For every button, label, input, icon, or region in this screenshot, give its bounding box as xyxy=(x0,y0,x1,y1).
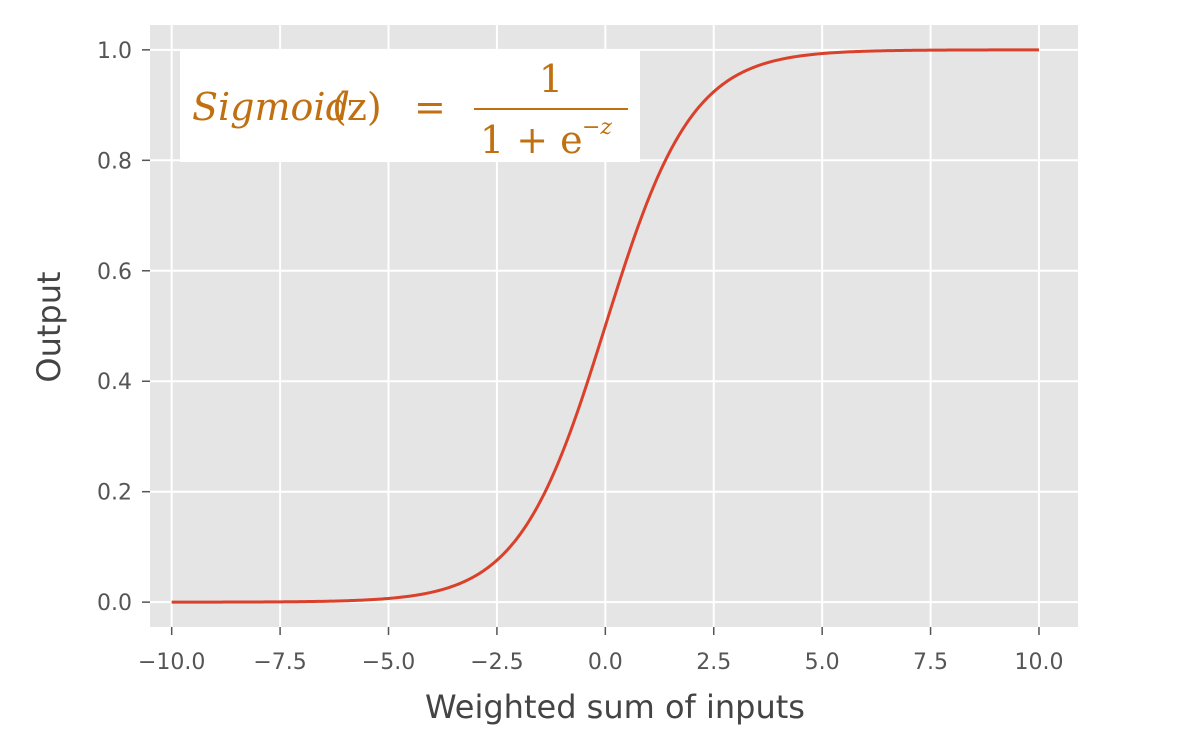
x-axis-title: Weighted sum of inputs xyxy=(425,688,805,726)
x-tick-label: −2.5 xyxy=(470,650,523,675)
x-tick-label: 10.0 xyxy=(1014,650,1063,675)
y-tick-label: 0.0 xyxy=(97,591,132,616)
x-tick-label: 2.5 xyxy=(696,650,731,675)
x-tick-label: −5.0 xyxy=(362,650,415,675)
sigmoid-series-line xyxy=(171,48,1039,604)
x-tick-label: 0.0 xyxy=(588,650,623,675)
y-axis-title: Output xyxy=(30,271,68,382)
y-tick-label: 0.4 xyxy=(97,370,132,395)
formula-numerator: 1 xyxy=(539,57,563,101)
formula-exponent: −z xyxy=(582,115,612,140)
x-tick-label: 5.0 xyxy=(805,650,840,675)
formula-denominator: 1 + e xyxy=(480,118,583,162)
formula-equals: = xyxy=(414,85,446,129)
x-tick-label: −7.5 xyxy=(253,650,306,675)
formula-box xyxy=(180,50,640,162)
formula-lhs-name: Sigmoid xyxy=(192,85,350,129)
x-axis: −10.0 −7.5 −5.0 −2.5 0.0 2.5 5.0 7.5 10.0 xyxy=(138,627,1063,675)
x-tick-label: 7.5 xyxy=(913,650,948,675)
formula-annotation: Sigmoid (z) = 1 1 + e −z xyxy=(180,50,640,162)
y-tick-label: 0.2 xyxy=(97,481,132,506)
y-axis: 0.0 0.2 0.4 0.6 0.8 1.0 xyxy=(97,39,150,616)
y-tick-label: 1.0 xyxy=(97,39,132,64)
y-tick-label: 0.6 xyxy=(97,260,132,285)
y-tick-label: 0.8 xyxy=(97,149,132,174)
x-tick-label: −10.0 xyxy=(138,650,205,675)
formula-lhs-arg: (z) xyxy=(332,85,382,129)
